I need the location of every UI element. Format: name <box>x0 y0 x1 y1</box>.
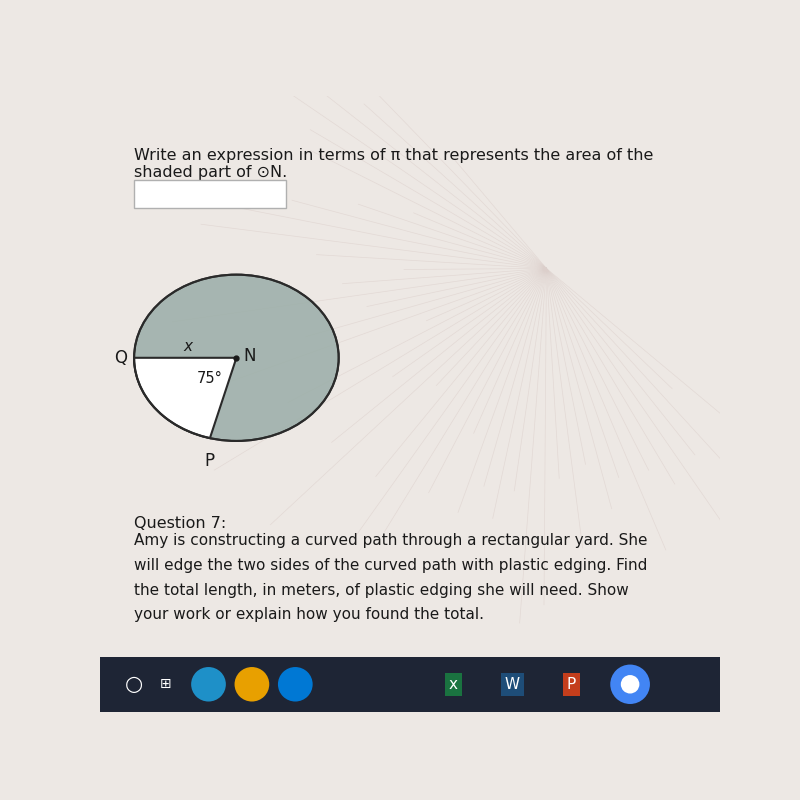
Text: your work or explain how you found the total.: your work or explain how you found the t… <box>134 607 484 622</box>
Text: N: N <box>244 347 256 365</box>
Text: shaded part of ⊙N.: shaded part of ⊙N. <box>134 165 287 180</box>
Polygon shape <box>134 358 237 438</box>
Text: P: P <box>566 677 576 692</box>
Circle shape <box>278 667 313 702</box>
Text: ○: ○ <box>125 674 143 694</box>
Circle shape <box>610 665 650 704</box>
Text: Amy is constructing a curved path through a rectangular yard. She: Amy is constructing a curved path throug… <box>134 534 648 548</box>
FancyBboxPatch shape <box>100 657 720 712</box>
Text: Write an expression in terms of π that represents the area of the: Write an expression in terms of π that r… <box>134 148 654 163</box>
Text: Question 7:: Question 7: <box>134 516 226 531</box>
Text: P: P <box>205 452 215 470</box>
FancyBboxPatch shape <box>134 180 286 208</box>
Text: W: W <box>505 677 520 692</box>
Ellipse shape <box>134 274 338 441</box>
Text: x: x <box>184 339 193 354</box>
Text: the total length, in meters, of plastic edging she will need. Show: the total length, in meters, of plastic … <box>134 582 629 598</box>
Circle shape <box>234 667 270 702</box>
Text: 75°: 75° <box>197 371 222 386</box>
Text: will edge the two sides of the curved path with plastic edging. Find: will edge the two sides of the curved pa… <box>134 558 647 573</box>
Circle shape <box>621 675 639 694</box>
Text: ⊞: ⊞ <box>159 678 171 691</box>
Text: Q: Q <box>114 349 126 366</box>
Text: x: x <box>449 677 458 692</box>
Circle shape <box>191 667 226 702</box>
